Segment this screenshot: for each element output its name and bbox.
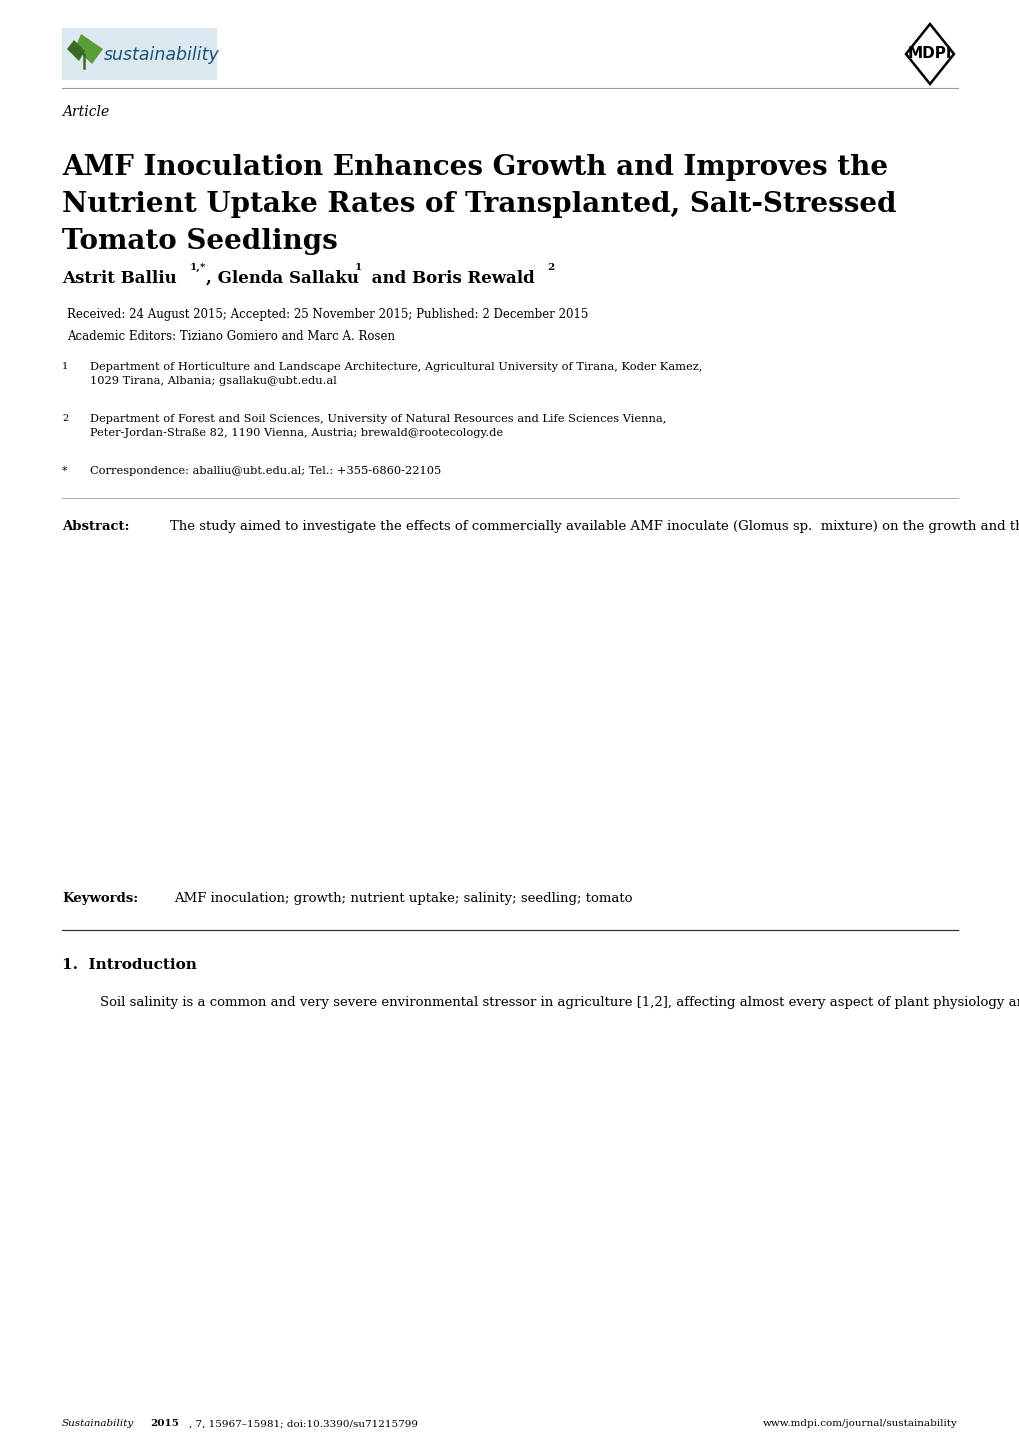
Text: 1,*: 1,*: [190, 262, 206, 273]
Text: www.mdpi.com/journal/sustainability: www.mdpi.com/journal/sustainability: [762, 1419, 957, 1429]
Text: Tomato Seedlings: Tomato Seedlings: [62, 228, 337, 255]
Text: Sustainability: Sustainability: [62, 1419, 135, 1429]
Text: 1: 1: [62, 362, 68, 371]
Text: Nutrient Uptake Rates of Transplanted, Salt-Stressed: Nutrient Uptake Rates of Transplanted, S…: [62, 190, 896, 218]
Text: Academic Editors: Tiziano Gomiero and Marc A. Rosen: Academic Editors: Tiziano Gomiero and Ma…: [67, 330, 394, 343]
Text: , 7, 15967–15981; doi:10.3390/su71215799: , 7, 15967–15981; doi:10.3390/su71215799: [189, 1419, 418, 1429]
Text: 2: 2: [62, 414, 68, 423]
Text: AMF Inoculation Enhances Growth and Improves the: AMF Inoculation Enhances Growth and Impr…: [62, 154, 888, 182]
Text: 2015: 2015: [150, 1419, 178, 1429]
Text: AMF inoculation; growth; nutrient uptake; salinity; seedling; tomato: AMF inoculation; growth; nutrient uptake…: [174, 893, 632, 906]
Text: The study aimed to investigate the effects of commercially available AMF inocula: The study aimed to investigate the effec…: [170, 521, 1019, 534]
Text: , Glenda Sallaku: , Glenda Sallaku: [206, 270, 365, 287]
Text: Correspondence: aballiu@ubt.edu.al; Tel.: +355-6860-22105: Correspondence: aballiu@ubt.edu.al; Tel.…: [90, 466, 441, 476]
Polygon shape: [67, 40, 85, 61]
Text: Received: 24 August 2015; Accepted: 25 November 2015; Published: 2 December 2015: Received: 24 August 2015; Accepted: 25 N…: [67, 309, 588, 322]
Text: Department of Forest and Soil Sciences, University of Natural Resources and Life: Department of Forest and Soil Sciences, …: [90, 414, 665, 437]
Polygon shape: [75, 35, 103, 63]
Text: 2: 2: [546, 262, 553, 273]
Text: Keywords:: Keywords:: [62, 893, 139, 906]
FancyBboxPatch shape: [62, 27, 217, 79]
Text: Department of Horticulture and Landscape Architecture, Agricultural University o: Department of Horticulture and Landscape…: [90, 362, 702, 385]
Text: sustainability: sustainability: [104, 46, 219, 63]
Text: *: *: [62, 466, 67, 476]
Text: and Boris Rewald: and Boris Rewald: [366, 270, 540, 287]
Text: Article: Article: [62, 105, 109, 120]
Text: Abstract:: Abstract:: [62, 521, 129, 534]
Text: Soil salinity is a common and very severe environmental stressor in agriculture : Soil salinity is a common and very sever…: [100, 996, 1019, 1009]
Text: 1.  Introduction: 1. Introduction: [62, 957, 197, 972]
Text: MDPI: MDPI: [907, 46, 952, 62]
Text: 1: 1: [355, 262, 362, 273]
Text: Astrit Balliu: Astrit Balliu: [62, 270, 182, 287]
